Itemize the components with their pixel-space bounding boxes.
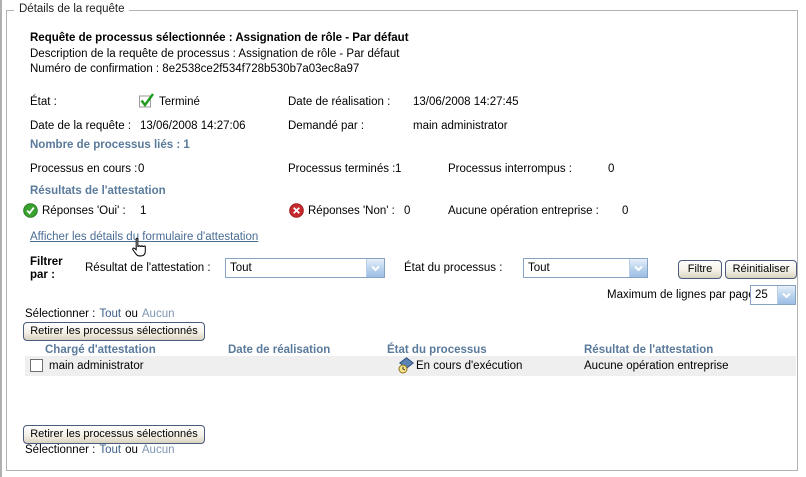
select-label: Sélectionner :	[25, 444, 96, 456]
chevron-down-icon[interactable]	[629, 259, 647, 277]
no-responses-value: 0	[404, 205, 411, 217]
no-action-taken-label: Aucune opération entreprise :	[448, 205, 599, 217]
state-value: Terminé	[159, 96, 200, 108]
table-row	[25, 356, 796, 376]
hand-cursor-icon	[130, 237, 148, 261]
processes-running-value: 0	[138, 163, 145, 175]
no-circle-x-icon	[289, 203, 304, 221]
attestation-results-heading: Résultats de l'attestation	[30, 185, 166, 197]
request-date-value: 13/06/2008 14:27:06	[140, 120, 246, 132]
table-header-process-state: État du processus	[387, 344, 487, 356]
state-label: État :	[30, 96, 57, 108]
page-left-border	[0, 0, 2, 477]
confirmation-number: Numéro de confirmation : 8e2538ce2f534f7…	[30, 63, 360, 75]
select-line-bottom: Sélectionner : Tout ou Aucun	[25, 444, 178, 456]
no-action-taken-value: 0	[622, 205, 629, 217]
processes-running-label: Processus en cours :	[30, 163, 138, 175]
select-line-top: Sélectionner : Tout ou Aucun	[25, 308, 178, 320]
chevron-down-icon[interactable]	[777, 286, 795, 304]
processes-finished-label: Processus terminés :	[288, 163, 396, 175]
select-none-link[interactable]: Aucun	[141, 308, 175, 320]
table-header-attestation-result: Résultat de l'attestation	[584, 344, 714, 356]
remove-selected-processes-button-top[interactable]: Retirer les processus sélectionnés	[23, 322, 205, 341]
row-attestation-result: Aucune opération entreprise	[584, 360, 729, 372]
process-request-description: Description de la requête de processus :…	[30, 48, 400, 60]
row-attester: main administrator	[49, 360, 144, 372]
or-text: ou	[125, 308, 138, 320]
row-checkbox[interactable]	[30, 359, 43, 372]
yes-responses-label: Réponses 'Oui' :	[42, 205, 126, 217]
processes-terminated-label: Processus interrompus :	[448, 163, 572, 175]
linked-processes-heading: Nombre de processus liés : 1	[30, 139, 190, 151]
completion-date-label: Date de réalisation :	[288, 96, 391, 108]
panel-legend: Détails de la requête	[14, 3, 130, 15]
select-all-link[interactable]: Tout	[99, 444, 122, 456]
select-label: Sélectionner :	[25, 308, 96, 320]
filter-button[interactable]: Filtre	[678, 260, 722, 279]
attestation-result-filter-label: Résultat de l'attestation :	[85, 262, 211, 274]
chevron-down-icon[interactable]	[366, 259, 384, 277]
yes-responses-value: 1	[140, 205, 147, 217]
yes-circle-check-icon	[23, 203, 38, 221]
processes-terminated-value: 0	[608, 163, 615, 175]
process-state-filter-label: État du processus :	[404, 262, 503, 274]
select-none-link[interactable]: Aucun	[141, 444, 175, 456]
select-all-link[interactable]: Tout	[99, 308, 122, 320]
requested-by-label: Demandé par :	[288, 120, 365, 132]
remove-selected-processes-button-bottom[interactable]: Retirer les processus sélectionnés	[23, 425, 205, 444]
request-date-label: Date de la requête :	[30, 120, 132, 132]
selected-process-request-title: Requête de processus sélectionnée : Assi…	[30, 32, 409, 44]
attestation-result-filter-select[interactable]: Tout	[225, 258, 385, 278]
completion-date-value: 13/06/2008 14:27:45	[413, 96, 519, 108]
processes-finished-value: 1	[395, 163, 402, 175]
no-responses-label: Réponses 'Non' :	[308, 205, 395, 217]
reset-button[interactable]: Réinitialiser	[725, 260, 797, 279]
requested-by-value: main administrator	[413, 120, 508, 132]
max-rows-per-page-select[interactable]: 25	[750, 285, 796, 305]
show-attestation-form-details-link[interactable]: Afficher les détails du formulaire d'att…	[30, 231, 259, 243]
filter-by-label: Filtrer par :	[30, 256, 63, 281]
max-rows-per-page-label: Maximum de lignes par page	[607, 289, 755, 301]
table-header-completion-date: Date de réalisation	[228, 344, 331, 356]
running-process-icon	[398, 357, 415, 377]
table-header-attester: Chargé d'attestation	[45, 344, 156, 356]
process-state-filter-select[interactable]: Tout	[523, 258, 648, 278]
completed-check-icon	[138, 92, 156, 112]
or-text: ou	[125, 444, 138, 456]
row-process-state: En cours d'exécution	[416, 360, 523, 372]
